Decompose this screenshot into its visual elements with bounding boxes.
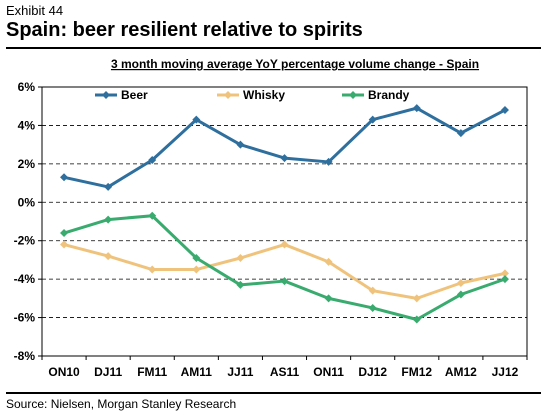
y-tick-label: 6% [18, 80, 36, 94]
plot-frame [41, 86, 528, 357]
whisky-data-point [368, 286, 377, 295]
x-tick-label: JJ12 [492, 365, 519, 379]
legend-beer-marker [102, 91, 110, 99]
x-tick-label: FM11 [137, 365, 167, 379]
whisky-series-line [63, 243, 506, 300]
beer-data-point [412, 104, 421, 113]
legend-brandy-label: Brandy [368, 88, 410, 102]
legend-beer-label: Beer [121, 88, 148, 102]
y-tick-label: 4% [18, 118, 36, 132]
brandy-data-point [280, 277, 289, 286]
top-divider [6, 47, 541, 49]
beer-data-point [280, 154, 289, 163]
brandy-data-point [368, 303, 377, 312]
legend-brandy-marker [349, 91, 357, 99]
beer-data-point [104, 182, 113, 191]
whisky-data-point [148, 265, 157, 274]
x-tick-label: ON11 [313, 365, 344, 379]
brandy-series-line [63, 214, 506, 321]
beer-data-point [60, 173, 69, 182]
beer-data-point [368, 115, 377, 124]
y-tick-label: -6% [14, 311, 36, 325]
page-title: Spain: beer resilient relative to spirit… [6, 19, 363, 41]
x-tick-label: ON10 [48, 365, 80, 379]
brandy-data-point [192, 254, 201, 263]
whisky-data-point [324, 257, 333, 266]
beer-data-point [324, 157, 333, 166]
grid-layer [42, 125, 527, 318]
chart-title: 3 month moving average YoY percentage vo… [111, 57, 479, 71]
brandy-data-point [236, 280, 245, 289]
whisky-data-point [280, 240, 289, 249]
whisky-data-point [104, 252, 113, 261]
beer-data-point [236, 140, 245, 149]
x-tick-label: AM12 [445, 365, 477, 379]
axis-layer: -8% -6% -4% -2% 0% 2% 4% 6% ON10 DJ11 FM11 AM11 JJ11… [14, 80, 528, 379]
brandy-data-point [412, 315, 421, 324]
x-tick-label: AM11 [181, 365, 213, 379]
legend: Beer Whisky Brandy [95, 88, 410, 102]
exhibit-label: Exhibit 44 [6, 3, 64, 18]
x-tick-label: JJ11 [227, 365, 253, 379]
beer-data-point [456, 129, 465, 138]
chart-container: -8% -6% -4% -2% 0% 2% 4% 6% ON10 DJ11 FM11 AM11 JJ11… [0, 52, 549, 392]
legend-whisky-marker [224, 91, 232, 99]
y-tick-label: -8% [14, 349, 36, 363]
brandy-data-point [104, 215, 113, 224]
y-tick-label: -4% [14, 272, 36, 286]
beer-data-point [148, 156, 157, 165]
brandy-data-point [60, 229, 69, 238]
brandy-data-point [148, 211, 157, 220]
source-note: Source: Nielsen, Morgan Stanley Research [6, 397, 237, 411]
x-tick-label: AS11 [270, 365, 300, 379]
beer-data-point [192, 115, 201, 124]
series-layer [60, 104, 509, 324]
beer-series-line [63, 106, 506, 189]
x-tick-label: DJ11 [94, 365, 122, 379]
line-chart: -8% -6% -4% -2% 0% 2% 4% 6% ON10 DJ11 FM11 AM11 JJ11… [14, 57, 528, 379]
whisky-data-point [412, 294, 421, 303]
whisky-data-point [456, 278, 465, 287]
y-tick-label: 2% [18, 157, 36, 171]
legend-whisky-label: Whisky [243, 88, 285, 102]
brandy-data-point [456, 290, 465, 299]
bottom-divider [6, 392, 541, 394]
y-tick-label: 0% [18, 195, 36, 209]
whisky-data-point [192, 265, 201, 274]
brandy-data-point [324, 294, 333, 303]
brandy-data-point [500, 275, 509, 284]
x-tick-label: FM12 [401, 365, 432, 379]
x-tick-label: DJ12 [358, 365, 387, 379]
beer-data-point [500, 106, 509, 115]
whisky-data-point [236, 254, 245, 263]
whisky-data-point [500, 269, 509, 278]
whisky-data-point [60, 240, 69, 249]
y-tick-label: -2% [14, 234, 36, 248]
